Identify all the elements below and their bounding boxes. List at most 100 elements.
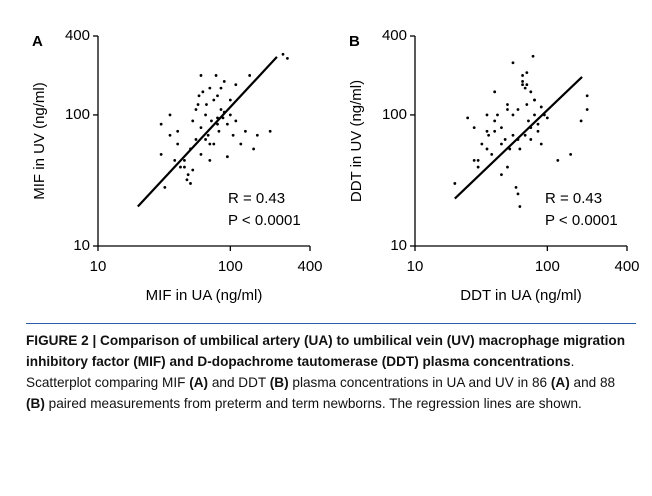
- x-tick-label: 10: [90, 258, 107, 275]
- point: [485, 113, 489, 117]
- point: [518, 205, 522, 208]
- point: [493, 119, 497, 123]
- point: [453, 182, 457, 185]
- point: [472, 126, 476, 130]
- point: [212, 142, 216, 146]
- annotation: R = 0.43: [228, 190, 285, 207]
- point: [222, 80, 226, 83]
- point: [179, 165, 182, 169]
- point: [159, 152, 163, 156]
- regression-line: [454, 76, 583, 200]
- point: [511, 133, 515, 137]
- point: [523, 133, 527, 137]
- point: [521, 80, 524, 83]
- point: [234, 119, 238, 123]
- point: [199, 152, 203, 156]
- point: [176, 129, 180, 133]
- point: [185, 178, 189, 182]
- point: [533, 113, 536, 117]
- x-tick-label: 400: [614, 258, 639, 275]
- point: [531, 54, 535, 58]
- point: [201, 90, 205, 94]
- point: [286, 56, 289, 60]
- point: [556, 158, 560, 162]
- point: [476, 158, 480, 162]
- point: [500, 173, 503, 177]
- figure: A 10 100 400 10 100 400 MIF in UA (ng/ml) MIF in…: [31, 27, 640, 304]
- point: [191, 119, 195, 123]
- caption-segment: paired measurements from preterm and ter…: [44, 396, 582, 411]
- point: [503, 138, 507, 141]
- point: [511, 113, 515, 117]
- x-tick-label: 10: [407, 258, 424, 275]
- point: [228, 98, 232, 102]
- point: [173, 158, 177, 162]
- point: [506, 108, 509, 111]
- point: [244, 129, 247, 133]
- point: [485, 129, 489, 133]
- point: [163, 185, 167, 189]
- caption-segment: . Scatterplot comparing MIF: [26, 354, 575, 390]
- x-tick-label: 100: [218, 258, 243, 275]
- point: [539, 105, 543, 109]
- point: [217, 129, 221, 133]
- point: [216, 122, 219, 126]
- point: [585, 108, 589, 111]
- point: [525, 103, 529, 106]
- point: [516, 108, 520, 111]
- point: [518, 147, 522, 151]
- point: [493, 129, 497, 133]
- point: [487, 133, 491, 137]
- point: [210, 119, 213, 123]
- point: [204, 138, 207, 141]
- caption-segment: (B): [26, 396, 45, 411]
- point: [212, 98, 216, 102]
- point: [219, 86, 223, 90]
- point: [199, 74, 203, 77]
- point: [521, 83, 524, 87]
- point: [225, 122, 229, 126]
- panel-label: A: [32, 33, 43, 50]
- point: [214, 74, 218, 77]
- y-axis-title: DDT in UV (ng/ml): [348, 80, 365, 202]
- x-tick-label: 100: [535, 258, 560, 275]
- point: [529, 138, 533, 141]
- point: [500, 142, 503, 146]
- point: [569, 152, 573, 156]
- point: [506, 165, 509, 169]
- point: [176, 142, 180, 146]
- point: [500, 126, 503, 130]
- point: [196, 103, 200, 106]
- point: [205, 103, 208, 106]
- caption-segment: and DDT: [208, 375, 270, 390]
- point: [539, 142, 543, 146]
- x-tick-label: 400: [297, 258, 322, 275]
- point: [191, 168, 195, 172]
- point: [579, 119, 583, 123]
- point: [521, 74, 524, 77]
- point: [476, 165, 480, 169]
- point: [208, 158, 212, 162]
- point: [268, 129, 272, 133]
- point: [516, 192, 520, 196]
- point: [536, 122, 540, 126]
- point: [219, 108, 223, 111]
- point: [529, 90, 533, 94]
- point: [523, 86, 527, 90]
- point: [168, 113, 172, 117]
- caption-segment: (A): [189, 375, 209, 390]
- point: [585, 94, 589, 98]
- y-tick-label: 400: [382, 27, 407, 44]
- point: [168, 133, 172, 137]
- point: [231, 133, 235, 137]
- caption-segment: (B): [269, 375, 289, 390]
- y-tick-label: 100: [65, 106, 90, 123]
- caption-segment: (A): [550, 375, 570, 390]
- point: [493, 90, 497, 94]
- y-axis-title: MIF in UV (ng/ml): [31, 82, 48, 200]
- point: [506, 103, 509, 106]
- caption-segment: plasma concentrations in UA and UV in 86: [288, 375, 551, 390]
- point: [252, 147, 256, 151]
- point: [183, 158, 186, 162]
- y-tick-label: 400: [65, 27, 90, 44]
